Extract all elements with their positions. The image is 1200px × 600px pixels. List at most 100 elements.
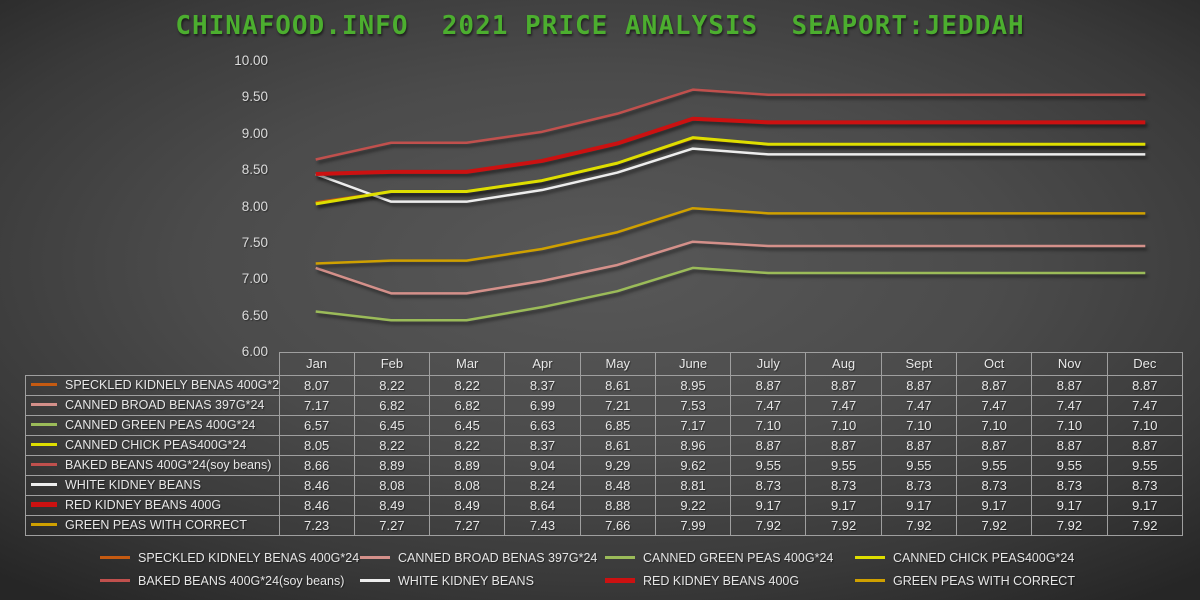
legend-item: CANNED CHICK PEAS400G*24	[855, 551, 1074, 565]
value-cell: 9.17	[1031, 495, 1108, 516]
value-cell: 7.47	[1031, 395, 1108, 416]
table-row: RED KIDNEY BEANS 400G 8.46 8.49 8.49 8.64 8.8…	[25, 495, 1184, 516]
value-cell: 8.87	[1106, 435, 1184, 456]
series-key-icon	[31, 502, 57, 508]
value-cell: 7.10	[1031, 415, 1108, 436]
value-cell: 9.55	[956, 455, 1033, 476]
month-header: June	[654, 352, 732, 376]
y-axis-tick-label: 9.50	[241, 89, 268, 105]
series-key-icon	[31, 523, 57, 527]
value-cell: 8.24	[504, 475, 581, 496]
legend-key-icon	[855, 556, 885, 560]
value-cell: 7.92	[730, 515, 807, 536]
legend-item: CANNED GREEN PEAS 400G*24	[605, 551, 833, 565]
series-label-cell: CANNED BROAD BENAS 397G*24	[25, 395, 280, 416]
legend-item: RED KIDNEY BEANS 400G	[605, 574, 799, 588]
value-cell: 7.92	[956, 515, 1033, 536]
legend-item: BAKED BEANS 400G*24(soy beans)	[100, 574, 344, 588]
series-name: SPECKLED KIDNELY BENAS 400G*24	[65, 378, 279, 392]
value-cell: 9.29	[579, 455, 656, 476]
legend-label: BAKED BEANS 400G*24(soy beans)	[138, 574, 345, 588]
legend-label: WHITE KIDNEY BEANS	[398, 574, 534, 588]
value-cell: 8.46	[278, 495, 355, 516]
value-cell: 8.87	[1031, 435, 1108, 456]
series-line-2	[315, 240, 1146, 295]
legend-key-icon	[360, 579, 390, 583]
value-cell: 8.89	[353, 455, 431, 476]
month-header: Sept	[880, 352, 958, 376]
value-cell: 6.45	[429, 415, 506, 436]
legend-label: RED KIDNEY BEANS 400G	[643, 574, 800, 588]
value-cell: 8.49	[429, 495, 506, 516]
value-cell: 8.87	[730, 435, 807, 456]
value-cell: 7.10	[730, 415, 807, 436]
value-cell: 8.05	[278, 435, 355, 456]
value-cell: 9.17	[730, 495, 807, 516]
y-axis-tick-label: 6.50	[241, 307, 268, 323]
table-header-row: Jan Feb Mar Apr May June July Aug Sept Oct Nov Dec	[26, 352, 1184, 376]
value-cell: 7.47	[880, 395, 958, 416]
legend-label: CANNED BROAD BENAS 397G*24	[398, 551, 598, 565]
series-label-cell: GREEN PEAS WITH CORRECT	[25, 515, 280, 536]
month-header: Oct	[956, 352, 1033, 376]
value-cell: 7.10	[880, 415, 958, 436]
value-cell: 8.08	[353, 475, 431, 496]
value-cell: 9.55	[880, 455, 958, 476]
month-header: Dec	[1106, 352, 1184, 376]
series-line-8	[315, 206, 1146, 265]
month-header: July	[730, 352, 807, 376]
series-label-cell: CANNED CHICK PEAS400G*24	[25, 435, 280, 456]
legend-key-icon	[605, 578, 635, 584]
series-line-6	[315, 147, 1146, 203]
value-cell: 7.92	[805, 515, 882, 536]
legend-item: GREEN PEAS WITH CORRECT	[855, 574, 1075, 588]
month-header: Apr	[504, 352, 581, 376]
value-cell: 8.87	[956, 435, 1033, 456]
table-row: WHITE KIDNEY BEANS 8.46 8.08 8.08 8.24 8.48 8.…	[25, 475, 1184, 496]
value-cell: 7.10	[805, 415, 882, 436]
series-line-4	[315, 136, 1146, 206]
value-cell: 6.63	[504, 415, 581, 436]
series-name: BAKED BEANS 400G*24(soy beans)	[65, 458, 272, 472]
legend-label: SPECKLED KIDNELY BENAS 400G*24	[138, 551, 360, 565]
month-header: May	[579, 352, 656, 376]
table-row: GREEN PEAS WITH CORRECT 7.23 7.27 7.27 7.43 7…	[25, 515, 1184, 536]
value-cell: 8.87	[730, 375, 807, 396]
value-cell: 7.10	[1106, 415, 1184, 436]
series-name: CANNED GREEN PEAS 400G*24	[65, 418, 256, 432]
value-cell: 7.53	[654, 395, 732, 416]
value-cell: 8.88	[579, 495, 656, 516]
value-cell: 7.10	[956, 415, 1033, 436]
value-cell: 9.22	[654, 495, 732, 516]
value-cell: 7.21	[579, 395, 656, 416]
legend-label: GREEN PEAS WITH CORRECT	[893, 574, 1075, 588]
value-cell: 8.87	[1031, 375, 1108, 396]
table-corner-cell	[26, 353, 280, 376]
value-cell: 8.37	[504, 435, 581, 456]
y-axis-tick-label: 6.00	[241, 344, 268, 359]
value-cell: 7.17	[278, 395, 355, 416]
series-label-cell: BAKED BEANS 400G*24(soy beans)	[25, 455, 280, 476]
value-cell: 7.27	[353, 515, 431, 536]
value-cell: 8.87	[880, 375, 958, 396]
value-cell: 6.85	[579, 415, 656, 436]
value-cell: 8.22	[353, 375, 431, 396]
y-axis-tick-label: 8.50	[241, 162, 268, 178]
value-cell: 7.27	[429, 515, 506, 536]
legend-item: WHITE KIDNEY BEANS	[360, 574, 534, 588]
series-name: RED KIDNEY BEANS 400G	[65, 498, 222, 512]
value-cell: 8.81	[654, 475, 732, 496]
value-cell: 7.47	[956, 395, 1033, 416]
value-cell: 6.82	[353, 395, 431, 416]
value-cell: 8.73	[880, 475, 958, 496]
legend-key-icon	[360, 556, 390, 560]
series-label-cell: CANNED GREEN PEAS 400G*24	[25, 415, 280, 436]
table-row: BAKED BEANS 400G*24(soy beans) 8.66 8.89 8.…	[25, 455, 1184, 476]
value-cell: 8.73	[956, 475, 1033, 496]
y-axis-tick-label: 7.50	[241, 234, 268, 250]
value-cell: 6.57	[278, 415, 355, 436]
value-cell: 8.87	[956, 375, 1033, 396]
value-cell: 8.22	[353, 435, 431, 456]
legend-key-icon	[855, 579, 885, 583]
value-cell: 8.48	[579, 475, 656, 496]
